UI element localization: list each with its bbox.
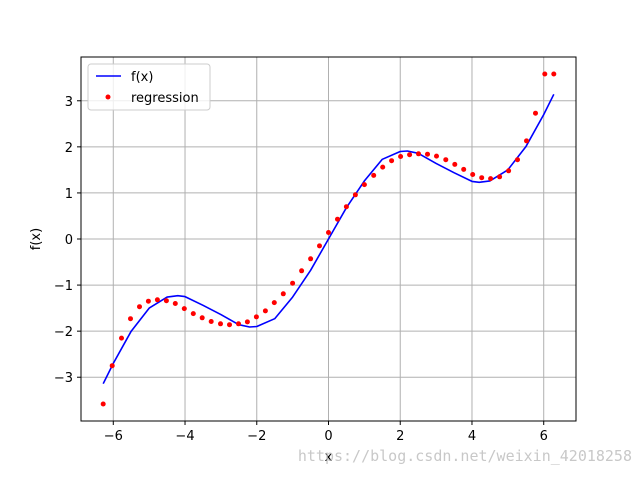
regression-point (262, 308, 268, 314)
regression-point (253, 314, 259, 320)
regression-point (452, 161, 458, 167)
x-tick-label: 6 (540, 429, 548, 444)
series-line-fx (102, 93, 555, 385)
regression-point (100, 401, 106, 407)
regression-point (479, 175, 485, 181)
legend-dot-swatch (105, 94, 111, 100)
y-tick-label: −3 (54, 371, 73, 386)
regression-point (163, 298, 169, 304)
regression-point (407, 152, 413, 158)
regression-point (434, 153, 439, 159)
regression-point (326, 230, 331, 235)
x-tick-label: 0 (324, 429, 332, 444)
regression-point (208, 319, 214, 324)
regression-point (371, 172, 377, 178)
regression-point (352, 192, 358, 198)
x-tick-label: 4 (468, 429, 476, 444)
regression-point (343, 204, 349, 210)
y-tick-label: 0 (65, 233, 73, 248)
regression-point (308, 256, 314, 262)
regression-point (181, 306, 187, 312)
regression-point (533, 110, 538, 116)
regression-point (470, 172, 476, 177)
regression-point (227, 322, 232, 328)
regression-point (244, 319, 250, 325)
regression-point (145, 298, 151, 304)
regression-point (290, 280, 296, 286)
regression-point (542, 71, 548, 77)
x-axis-label: x (325, 450, 333, 465)
regression-point (515, 157, 520, 163)
regression-point (506, 168, 512, 174)
regression-point (389, 158, 395, 164)
legend: f(x) regression (87, 63, 211, 111)
regression-point (119, 335, 124, 341)
regression-point (361, 182, 367, 188)
x-tick-label: 2 (396, 429, 404, 444)
y-tick-label: −2 (54, 325, 73, 340)
regression-point (137, 304, 142, 310)
regression-point (128, 316, 133, 322)
regression-point (398, 154, 404, 159)
regression-point (236, 321, 241, 327)
regression-point (335, 216, 340, 222)
regression-point (497, 174, 503, 180)
legend-label-fx: f(x) (131, 70, 153, 85)
y-tick-label: 2 (65, 141, 73, 156)
regression-point (380, 164, 386, 170)
y-tick-label: 1 (65, 187, 73, 202)
regression-point (443, 157, 449, 163)
regression-point (416, 151, 421, 157)
regression-point (190, 311, 196, 317)
y-tick-label: −1 (54, 279, 73, 294)
plot-area (100, 71, 557, 407)
y-axis-label: f(x) (29, 228, 44, 250)
regression-point (461, 166, 467, 172)
y-tick-label: 3 (65, 95, 73, 110)
regression-point (488, 176, 494, 182)
regression-point (154, 297, 160, 303)
regression-point (317, 243, 322, 249)
regression-point (109, 363, 115, 369)
regression-point (199, 315, 205, 321)
regression-point (218, 321, 223, 327)
regression-point (551, 71, 557, 77)
regression-point (299, 268, 305, 274)
x-tick-label: −6 (104, 429, 123, 444)
regression-point (172, 301, 178, 306)
regression-point (425, 151, 430, 157)
x-tick-label: −2 (247, 429, 266, 444)
x-tick-label: −4 (175, 429, 194, 444)
watermark: https://blog.csdn.net/weixin_42018258 (297, 447, 632, 465)
regression-point (524, 138, 529, 144)
legend-label-regression: regression (131, 91, 199, 106)
regression-point (271, 300, 277, 306)
ticks: −6 −4 −2 0 2 4 6 −3 −2 −1 0 1 2 3 (54, 95, 548, 444)
regression-point (280, 291, 286, 297)
